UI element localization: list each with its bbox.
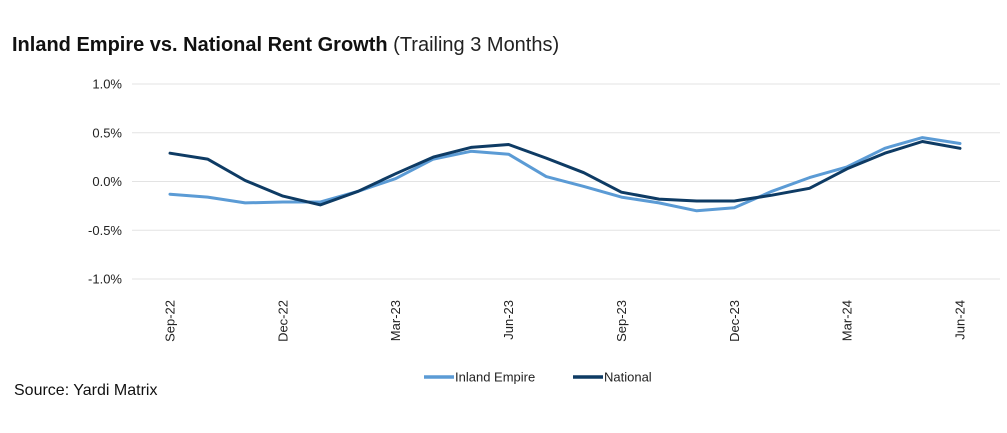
x-tick-label: Sep-22 <box>163 300 178 342</box>
chart-title: Inland Empire vs. National Rent Growth (… <box>12 34 559 57</box>
x-tick-label: Mar-24 <box>840 300 855 341</box>
y-tick-label: 0.0% <box>92 174 122 189</box>
x-tick-label: Sep-23 <box>614 300 629 342</box>
chart-title-main: Inland Empire vs. National Rent Growth <box>12 34 388 56</box>
series-line-inland-empire <box>168 136 962 213</box>
legend-label: Inland Empire <box>455 370 535 385</box>
x-tick-label: Dec-23 <box>727 300 742 342</box>
y-tick-label: -1.0% <box>88 272 122 287</box>
y-tick-label: 0.5% <box>92 125 122 140</box>
chart-title-subtitle: (Trailing 3 Months) <box>393 34 560 56</box>
source-note: Source: Yardi Matrix <box>14 382 158 399</box>
y-tick-label: -0.5% <box>88 223 122 238</box>
x-tick-label: Jun-24 <box>953 300 968 340</box>
legend-label: National <box>604 370 652 385</box>
x-tick-label: Dec-22 <box>275 300 290 342</box>
x-tick-label: Jun-23 <box>501 300 516 340</box>
y-tick-label: 1.0% <box>92 77 122 92</box>
x-tick-label: Mar-23 <box>388 300 403 341</box>
series-line-national <box>168 140 962 207</box>
